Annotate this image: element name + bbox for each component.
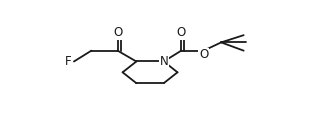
Text: O: O [113, 26, 122, 39]
Text: N: N [159, 55, 168, 68]
Text: O: O [177, 26, 186, 39]
Text: O: O [199, 49, 208, 62]
Text: F: F [64, 55, 71, 68]
